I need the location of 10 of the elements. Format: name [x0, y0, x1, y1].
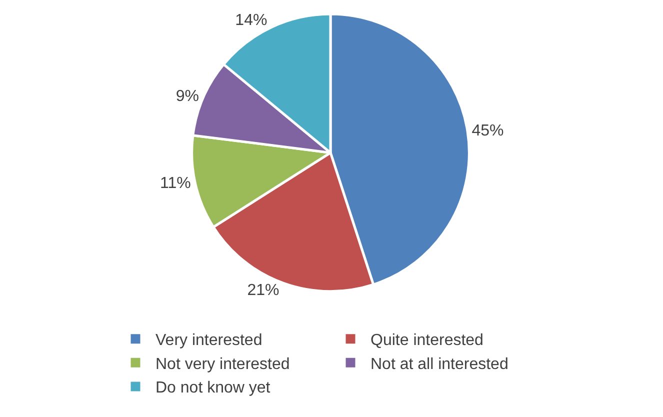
- legend-label: Quite interested: [370, 332, 484, 350]
- legend-label: Do not know yet: [156, 380, 271, 397]
- data-label: 9%: [176, 88, 199, 105]
- data-label: 21%: [247, 282, 280, 300]
- data-label: 14%: [235, 12, 268, 29]
- legend-label: Not at all interested: [370, 356, 508, 373]
- data-label: 11%: [160, 174, 191, 192]
- data-label: 45%: [472, 122, 504, 140]
- legend-label: Very interested: [156, 332, 262, 350]
- legend-label: Not very interested: [156, 356, 290, 373]
